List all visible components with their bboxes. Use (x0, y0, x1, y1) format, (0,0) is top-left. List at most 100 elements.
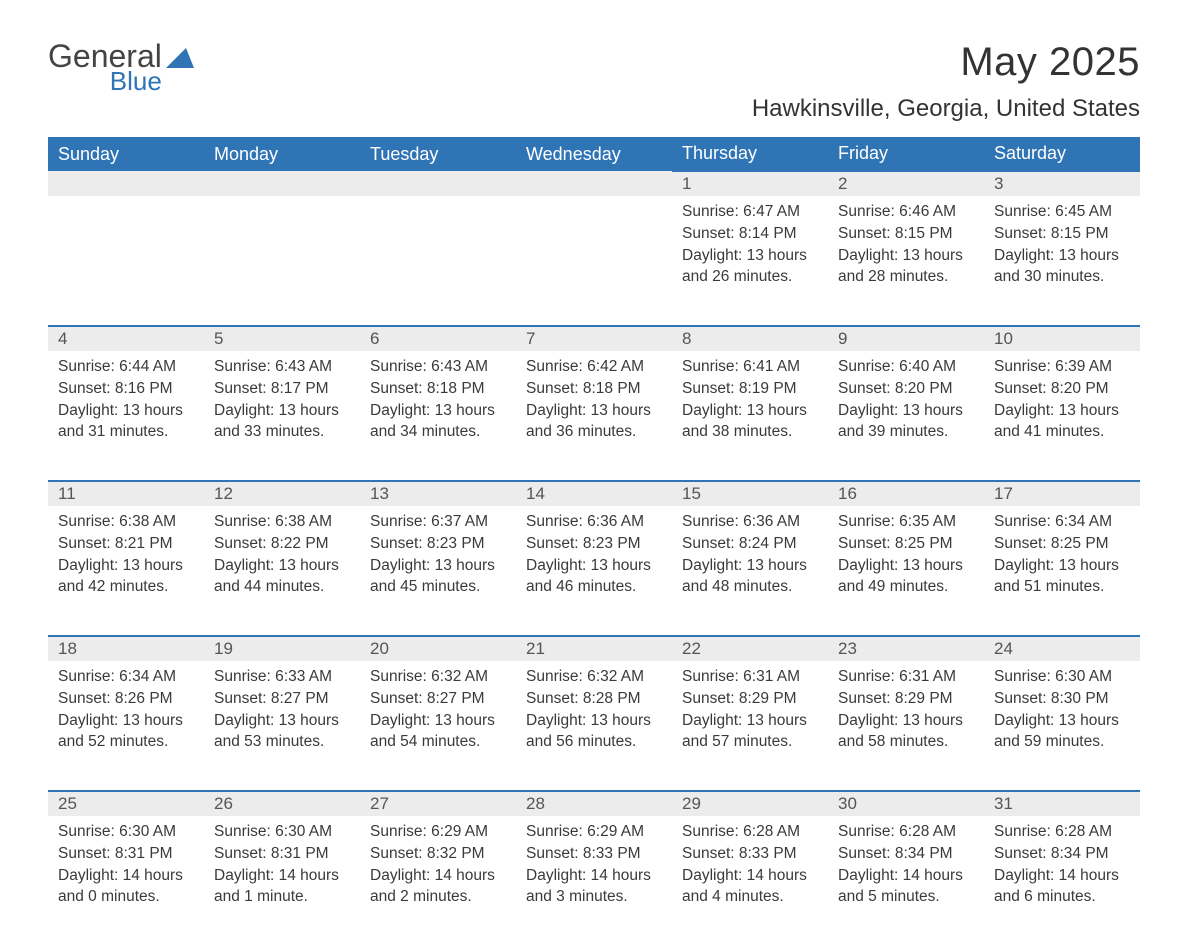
day-number-cell: 16 (828, 481, 984, 506)
daynum-row: 123 (48, 171, 1140, 196)
weekday-header-row: Sunday Monday Tuesday Wednesday Thursday… (48, 137, 1140, 171)
day-content-cell: Sunrise: 6:30 AMSunset: 8:31 PMDaylight:… (204, 816, 360, 946)
day-number: 28 (526, 794, 545, 813)
daylight-text: Daylight: 13 hours and 51 minutes. (994, 556, 1130, 598)
brand-sail-icon (166, 46, 196, 68)
sunset-text: Sunset: 8:34 PM (838, 844, 974, 865)
day-number: 19 (214, 639, 233, 658)
day-number: 20 (370, 639, 389, 658)
daylight-text: Daylight: 13 hours and 41 minutes. (994, 401, 1130, 443)
sunrise-text: Sunrise: 6:37 AM (370, 512, 506, 533)
day-content-cell: Sunrise: 6:37 AMSunset: 8:23 PMDaylight:… (360, 506, 516, 636)
day-content-cell: Sunrise: 6:29 AMSunset: 8:32 PMDaylight:… (360, 816, 516, 946)
calendar-table: Sunday Monday Tuesday Wednesday Thursday… (48, 137, 1140, 946)
day-number: 21 (526, 639, 545, 658)
sunrise-text: Sunrise: 6:44 AM (58, 357, 194, 378)
day-number-cell: 18 (48, 636, 204, 661)
day-content-cell: Sunrise: 6:30 AMSunset: 8:30 PMDaylight:… (984, 661, 1140, 791)
day-number-cell: 6 (360, 326, 516, 351)
day-number-cell (204, 171, 360, 196)
day-number-cell: 27 (360, 791, 516, 816)
weekday-header: Thursday (672, 137, 828, 171)
day-number-cell: 10 (984, 326, 1140, 351)
brand-text: General Blue (48, 40, 162, 94)
day-content-cell: Sunrise: 6:35 AMSunset: 8:25 PMDaylight:… (828, 506, 984, 636)
day-number-cell: 5 (204, 326, 360, 351)
daylight-text: Daylight: 13 hours and 48 minutes. (682, 556, 818, 598)
daylight-text: Daylight: 14 hours and 3 minutes. (526, 866, 662, 908)
daylight-text: Daylight: 13 hours and 56 minutes. (526, 711, 662, 753)
day-number-cell: 4 (48, 326, 204, 351)
sunrise-text: Sunrise: 6:47 AM (682, 202, 818, 223)
day-number-cell: 12 (204, 481, 360, 506)
day-number: 12 (214, 484, 233, 503)
sunrise-text: Sunrise: 6:34 AM (994, 512, 1130, 533)
day-number: 23 (838, 639, 857, 658)
daylight-text: Daylight: 13 hours and 46 minutes. (526, 556, 662, 598)
sunrise-text: Sunrise: 6:38 AM (214, 512, 350, 533)
sunrise-text: Sunrise: 6:36 AM (526, 512, 662, 533)
sunset-text: Sunset: 8:27 PM (214, 689, 350, 710)
header: General Blue May 2025 Hawkinsville, Geor… (48, 40, 1140, 123)
day-number: 31 (994, 794, 1013, 813)
sunrise-text: Sunrise: 6:28 AM (838, 822, 974, 843)
daylight-text: Daylight: 13 hours and 30 minutes. (994, 246, 1130, 288)
sunset-text: Sunset: 8:34 PM (994, 844, 1130, 865)
sunset-text: Sunset: 8:31 PM (58, 844, 194, 865)
content-row: Sunrise: 6:34 AMSunset: 8:26 PM Daylight:… (48, 661, 1140, 791)
day-number-cell: 13 (360, 481, 516, 506)
month-title: May 2025 (752, 40, 1140, 85)
day-number: 7 (526, 329, 535, 348)
day-content-cell (516, 196, 672, 326)
day-number-cell (48, 171, 204, 196)
content-row: Sunrise: 6:30 AMSunset: 8:31 PM Daylight:… (48, 816, 1140, 946)
day-number-cell (516, 171, 672, 196)
day-content-cell: Sunrise: 6:28 AMSunset: 8:33 PMDaylight:… (672, 816, 828, 946)
day-number-cell: 29 (672, 791, 828, 816)
sunrise-text: Sunrise: 6:32 AM (370, 667, 506, 688)
sunrise-text: Sunrise: 6:34 AM (58, 667, 194, 688)
sunrise-text: Sunrise: 6:30 AM (58, 822, 194, 843)
day-number: 30 (838, 794, 857, 813)
day-number: 11 (58, 484, 76, 503)
day-content-cell: Sunrise: 6:45 AMSunset: 8:15 PMDaylight:… (984, 196, 1140, 326)
sunset-text: Sunset: 8:20 PM (838, 379, 974, 400)
sunset-text: Sunset: 8:19 PM (682, 379, 818, 400)
day-number: 27 (370, 794, 389, 813)
day-number: 3 (994, 174, 1003, 193)
day-content-cell (48, 196, 204, 326)
daynum-row: 11121314151617 (48, 481, 1140, 506)
day-content-cell (360, 196, 516, 326)
day-content-cell: Sunrise: 6:30 AMSunset: 8:31 PMDaylight:… (48, 816, 204, 946)
sunset-text: Sunset: 8:25 PM (838, 534, 974, 555)
daynum-row: 18192021222324 (48, 636, 1140, 661)
weekday-header: Wednesday (516, 137, 672, 171)
day-number: 10 (994, 329, 1013, 348)
day-number-cell: 23 (828, 636, 984, 661)
day-content-cell: Sunrise: 6:43 AMSunset: 8:18 PMDaylight:… (360, 351, 516, 481)
sunset-text: Sunset: 8:20 PM (994, 379, 1130, 400)
day-content-cell: Sunrise: 6:40 AMSunset: 8:20 PMDaylight:… (828, 351, 984, 481)
sunset-text: Sunset: 8:25 PM (994, 534, 1130, 555)
daylight-text: Daylight: 13 hours and 53 minutes. (214, 711, 350, 753)
day-number: 4 (58, 329, 67, 348)
day-number-cell: 24 (984, 636, 1140, 661)
day-content-cell: Sunrise: 6:33 AMSunset: 8:27 PMDaylight:… (204, 661, 360, 791)
daylight-text: Daylight: 13 hours and 54 minutes. (370, 711, 506, 753)
sunrise-text: Sunrise: 6:31 AM (682, 667, 818, 688)
daylight-text: Daylight: 14 hours and 2 minutes. (370, 866, 506, 908)
sunset-text: Sunset: 8:23 PM (370, 534, 506, 555)
content-row: Sunrise: 6:38 AMSunset: 8:21 PMDaylight:… (48, 506, 1140, 636)
day-number: 25 (58, 794, 77, 813)
sunset-text: Sunset: 8:30 PM (994, 689, 1130, 710)
daylight-text: Daylight: 13 hours and 38 minutes. (682, 401, 818, 443)
sunset-text: Sunset: 8:26 PM (58, 689, 194, 710)
day-content-cell: Sunrise: 6:34 AMSunset: 8:26 PMDaylight:… (48, 661, 204, 791)
day-content-cell: Sunrise: 6:28 AMSunset: 8:34 PMDaylight:… (828, 816, 984, 946)
day-number-cell: 7 (516, 326, 672, 351)
day-content-cell: Sunrise: 6:39 AMSunset: 8:20 PMDaylight:… (984, 351, 1140, 481)
sunset-text: Sunset: 8:16 PM (58, 379, 194, 400)
sunset-text: Sunset: 8:27 PM (370, 689, 506, 710)
day-number: 16 (838, 484, 857, 503)
daylight-text: Daylight: 14 hours and 6 minutes. (994, 866, 1130, 908)
